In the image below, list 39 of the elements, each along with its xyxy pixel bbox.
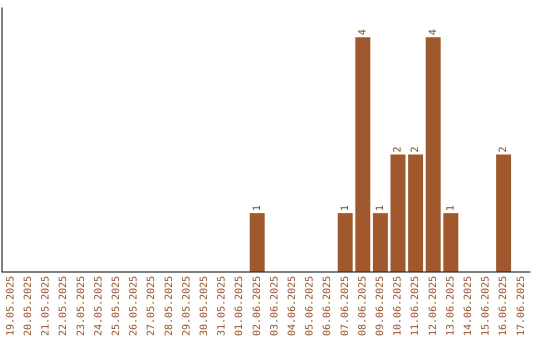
x-tick-label: 03.06.2025 — [269, 276, 280, 336]
x-tick-label: 07.06.2025 — [340, 276, 351, 336]
x-tick-label: 24.05.2025 — [93, 276, 104, 336]
data-label: 2 — [410, 146, 422, 153]
x-tick-label: 12.06.2025 — [428, 276, 439, 336]
x-tick-label: 14.06.2025 — [462, 276, 474, 336]
x-tick-label: 23.05.2025 — [76, 276, 87, 336]
data-label: 4 — [357, 29, 368, 36]
x-tick-label: 17.06.2025 — [516, 276, 527, 336]
x-tick-label: 26.05.2025 — [128, 276, 140, 336]
data-label: 4 — [428, 29, 439, 36]
x-tick-label: 10.06.2025 — [392, 276, 404, 336]
x-tick-label: 11.06.2025 — [410, 276, 422, 336]
x-tick-label: 08.06.2025 — [357, 276, 368, 336]
x-tick-label: 05.06.2025 — [304, 276, 316, 336]
data-label: 1 — [252, 205, 263, 212]
x-tick-label: 01.06.2025 — [234, 276, 246, 336]
x-tick-label: 06.06.2025 — [322, 276, 334, 336]
x-tick-label: 31.05.2025 — [216, 276, 228, 336]
x-tick-label: 30.05.2025 — [198, 276, 210, 336]
x-tick-label: 02.06.2025 — [252, 276, 263, 336]
x-tick-label: 29.05.2025 — [181, 276, 192, 336]
x-tick-label: 22.05.2025 — [58, 276, 70, 336]
x-tick-label: 09.06.2025 — [374, 276, 386, 336]
data-label: 1 — [374, 205, 386, 212]
x-tick-label: 28.05.2025 — [164, 276, 175, 336]
data-label: 2 — [498, 146, 510, 153]
x-tick-label: 27.05.2025 — [146, 276, 158, 336]
data-label: 2 — [392, 146, 404, 153]
x-tick-label: 20.05.2025 — [22, 276, 34, 336]
data-label: 1 — [340, 205, 351, 212]
x-tick-label: 04.06.2025 — [286, 276, 298, 336]
x-tick-label: 19.05.2025 — [5, 276, 16, 336]
x-tick-label: 21.05.2025 — [40, 276, 52, 336]
x-tick-label: 13.06.2025 — [445, 276, 456, 336]
x-tick-label: 15.06.2025 — [480, 276, 492, 336]
data-label: 1 — [445, 205, 456, 212]
x-tick-label: 16.06.2025 — [498, 276, 510, 336]
x-tick-label: 25.05.2025 — [110, 276, 122, 336]
